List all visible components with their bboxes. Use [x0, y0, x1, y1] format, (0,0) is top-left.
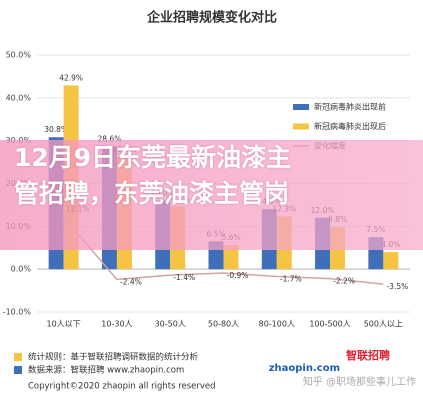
data-label: -2.4% [120, 277, 142, 286]
chart-title: 企业招聘规模变化对比 [146, 10, 277, 26]
note-icon [14, 366, 22, 374]
logo: 智联招聘 [346, 348, 390, 362]
note: 统计规则：基于智联招聘调研数据的统计分析 [28, 352, 199, 363]
x-tick-label: 80-100人 [259, 320, 295, 329]
data-label: -1.4% [173, 273, 195, 282]
line [63, 216, 384, 285]
x-tick-label: 50-80人 [208, 320, 239, 329]
x-tick-label: 10人以下 [47, 320, 81, 329]
note-icon [14, 353, 22, 361]
legend-label: 新冠病毒肺炎出现后 [314, 121, 386, 131]
banner-line: 12月9日东莞最新油漆主 [14, 143, 292, 172]
note: 数据来源：智联招聘 www.zhaopin.com [28, 365, 184, 376]
data-label: -0.9% [227, 271, 249, 280]
x-tick-label: 10-30人 [101, 320, 132, 329]
data-label: 42.9% [59, 73, 83, 82]
banner-line: 管招聘，东莞油漆主管岗 [14, 179, 290, 208]
x-tick-label: 100-500人 [309, 320, 350, 329]
data-label: -3.5% [386, 282, 408, 291]
note: Copyright©2020 zhaopin all rights reserv… [28, 382, 216, 392]
y-tick-label: 0.0% [11, 265, 32, 274]
x-tick-label: 500人以上 [364, 320, 403, 329]
data-label: 28.6% [98, 135, 122, 144]
legend-swatch [293, 104, 309, 110]
legend-swatch [293, 123, 309, 130]
watermark: 知乎 @职场那些事儿工作 [303, 375, 416, 388]
legend-label: 新冠病毒肺炎出现前 [314, 102, 386, 112]
banner: 12月9日东莞最新油漆主 管招聘，东莞油漆主管岗 [0, 140, 423, 250]
data-label: 30.8% [44, 125, 68, 134]
data-label: -1.7% [280, 274, 302, 283]
x-tick-label: 30-50人 [155, 320, 186, 329]
data-label: -2.2% [333, 277, 355, 286]
y-tick-label: -10.0% [3, 308, 32, 317]
logo-sub: zhaopin.com [269, 363, 340, 374]
bar [223, 245, 239, 270]
y-tick-label: 40.0% [6, 93, 32, 102]
y-tick-label: 50.0% [6, 51, 32, 60]
bar [383, 252, 399, 270]
